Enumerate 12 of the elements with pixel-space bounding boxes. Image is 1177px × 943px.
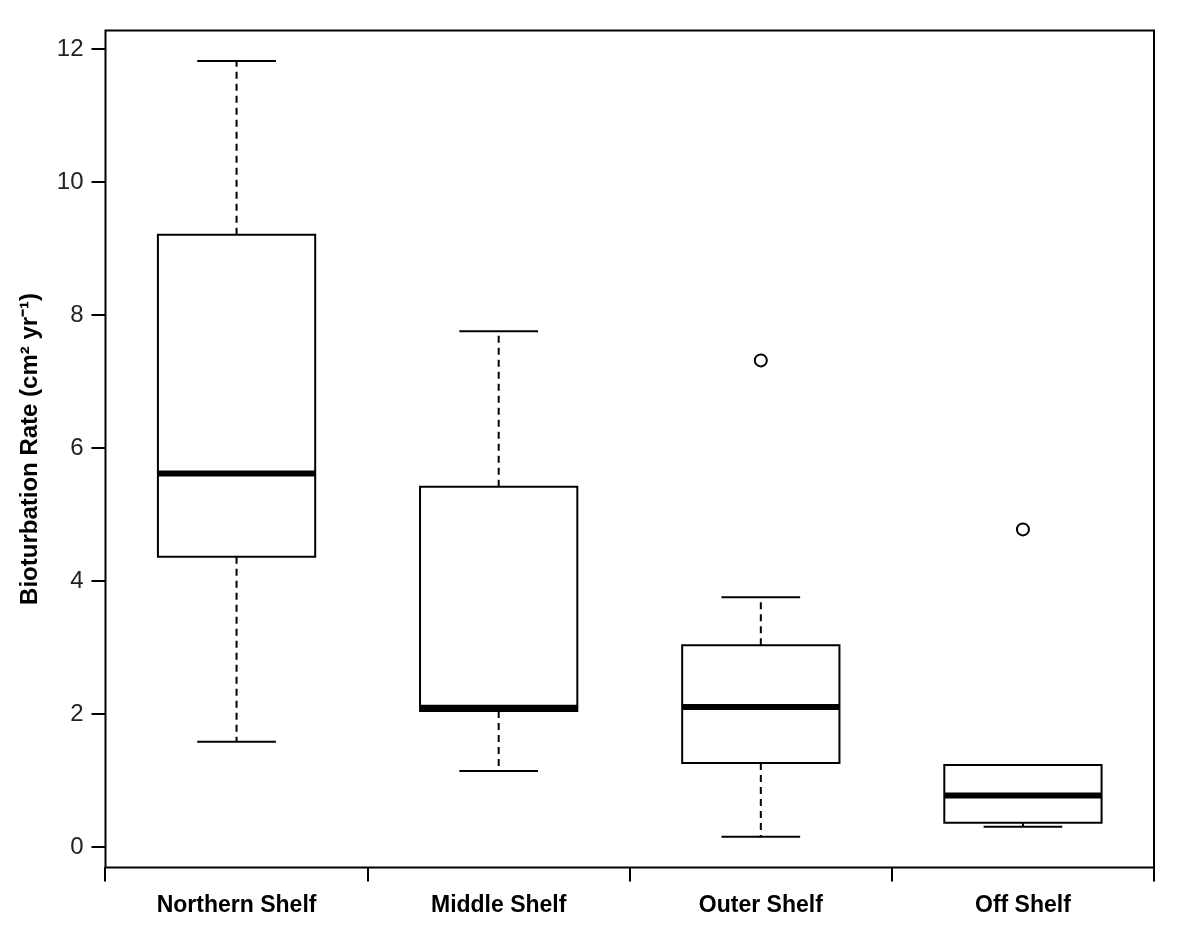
x-tick-label: Outer Shelf	[698, 890, 824, 917]
x-tick-label: Northern Shelf	[156, 890, 317, 917]
y-tick-label: 10	[56, 166, 84, 194]
x-tick-label: Middle Shelf	[430, 890, 567, 917]
y-tick-label: 2	[70, 699, 84, 726]
y-tick-label: 4	[70, 565, 84, 593]
y-axis-title: Bioturbation Rate (cm² yr⁻¹)	[15, 292, 43, 605]
y-tick-label: 6	[70, 432, 84, 460]
x-tick-label: Off Shelf	[975, 890, 1072, 917]
y-tick-label: 12	[56, 33, 84, 61]
y-tick-label: 8	[70, 299, 84, 327]
y-tick-label: 0	[70, 832, 84, 860]
